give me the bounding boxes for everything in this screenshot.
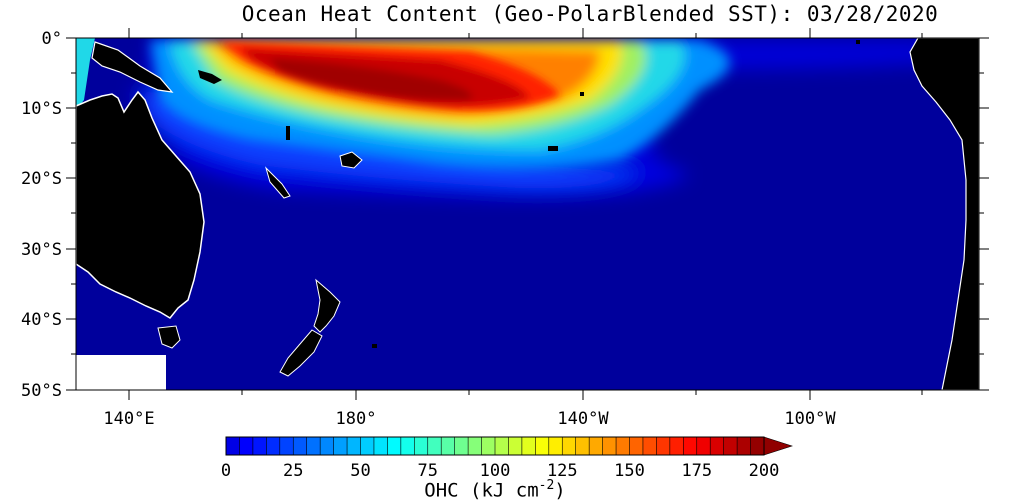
- colorbar-swatch: [306, 436, 321, 456]
- land-vanuatu: [286, 126, 290, 140]
- land-new-zealand-south: [279, 329, 323, 377]
- colorbar-swatch: [225, 436, 241, 456]
- land-new-guinea: [91, 41, 174, 93]
- land-new-zealand-north: [313, 278, 341, 333]
- land-south-america: [909, 38, 979, 390]
- colorbar-swatch: [346, 436, 362, 456]
- colorbar-tick-label: 125: [547, 461, 578, 481]
- land-australia: [76, 90, 205, 319]
- colorbar-outline: [225, 436, 765, 456]
- colorbar-extend-triangle: [763, 436, 793, 456]
- lat-ticks: [66, 37, 989, 391]
- colorbar-swatch: [266, 436, 281, 456]
- colorbar-tick-label: 200: [749, 461, 780, 481]
- colorbar-swatch: [252, 436, 267, 456]
- colorbar-swatch: [575, 436, 590, 456]
- lon-label: 100°W: [784, 409, 836, 429]
- land-solomon-islands: [198, 70, 222, 84]
- colorbar-swatch: [454, 436, 469, 456]
- colorbar-swatch: [292, 436, 308, 456]
- lon-ticks: [128, 28, 923, 400]
- colorbar-swatch: [548, 436, 563, 456]
- colorbar-swatch: [682, 436, 698, 456]
- map-title: Ocean Heat Content (Geo-PolarBlended SST…: [241, 2, 939, 26]
- colorbar-labels: 0 25 50 75 100 125 150 175 200: [221, 461, 779, 481]
- colorbar-swatch: [642, 436, 658, 456]
- colorbar-tick-label: 50: [350, 461, 370, 481]
- colorbar-swatch: [333, 436, 348, 456]
- colorbar-swatch: [629, 436, 644, 456]
- lat-labels: 0° 10°S 20°S 30°S 40°S 50°S: [21, 29, 62, 401]
- colorbar-swatch: [750, 436, 765, 456]
- colorbar-tick-label: 25: [283, 461, 303, 481]
- lon-label: 140°W: [557, 409, 609, 429]
- colorbar-swatch: [319, 436, 335, 456]
- colorbar-swatch: [373, 436, 389, 456]
- lon-labels: 140°E 180° 140°W 100°W: [103, 409, 836, 429]
- colorbar-tick-label: 150: [614, 461, 645, 481]
- colorbar-swatch: [400, 436, 415, 456]
- colorbar-swatch: [656, 436, 671, 456]
- colorbar-swatch: [521, 436, 536, 456]
- colorbar-swatch: [696, 436, 711, 456]
- lat-label: 50°S: [21, 381, 62, 401]
- colorbar-swatch: [508, 436, 523, 456]
- land-masses: [76, 38, 979, 390]
- colorbar-swatch: [709, 436, 725, 456]
- colorbar-swatch: [481, 436, 496, 456]
- land-tasmania: [157, 325, 181, 349]
- colorbar-tick-label: 175: [681, 461, 712, 481]
- colorbar-title: OHC (kJ cm-2): [424, 478, 566, 502]
- colorbar-swatch: [440, 436, 456, 456]
- nodata-region-southwest: [76, 355, 166, 390]
- coastal-warm-patch: [76, 38, 95, 110]
- colorbar-tick-label: 100: [480, 461, 511, 481]
- colorbar-swatch: [387, 436, 402, 456]
- lon-label: 140°E: [103, 409, 154, 429]
- map-frame: [75, 37, 980, 391]
- colorbar-swatch: [427, 436, 442, 456]
- ohc-field-high: [220, 42, 560, 111]
- colorbar-swatch: [535, 436, 550, 456]
- lon-label: 180°: [336, 409, 377, 429]
- colorbar: [225, 436, 793, 456]
- colorbar-swatch: [239, 436, 254, 456]
- colorbar-swatch: [588, 436, 604, 456]
- colorbar-swatch: [360, 436, 375, 456]
- colorbar-swatch: [279, 436, 294, 456]
- colorbar-swatch: [494, 436, 510, 456]
- colorbar-tick-label: 75: [418, 461, 438, 481]
- land-fiji: [339, 151, 363, 169]
- colorbar-swatch: [669, 436, 684, 456]
- colorbar-swatch: [723, 436, 738, 456]
- lat-label: 20°S: [21, 169, 62, 189]
- colorbar-swatch: [615, 436, 631, 456]
- colorbar-swatch: [467, 436, 483, 456]
- lat-label: 10°S: [21, 99, 62, 119]
- colorbar-swatch: [413, 436, 429, 456]
- colorbar-swatch: [736, 436, 752, 456]
- lat-label: 30°S: [21, 240, 62, 260]
- colorbar-swatch: [561, 436, 577, 456]
- land-new-caledonia: [264, 166, 291, 199]
- colorbar-swatch: [602, 436, 617, 456]
- lat-label: 40°S: [21, 310, 62, 330]
- lat-label: 0°: [42, 29, 62, 49]
- colorbar-tick-label: 0: [221, 461, 231, 481]
- map-plot-area: [76, 38, 979, 390]
